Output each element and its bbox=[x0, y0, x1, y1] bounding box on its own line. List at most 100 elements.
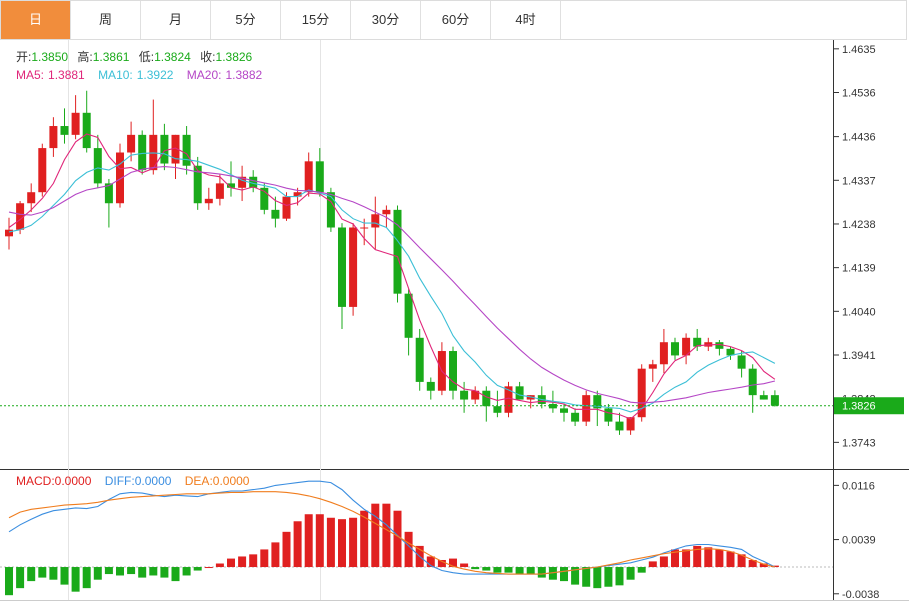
macd-bar bbox=[615, 567, 624, 586]
candle-body bbox=[626, 417, 635, 431]
candle-body bbox=[504, 386, 513, 413]
tab-day[interactable]: 日 bbox=[1, 1, 71, 39]
macd-bar bbox=[349, 517, 358, 568]
macd-bar bbox=[204, 567, 213, 569]
price-chart[interactable]: 1.4635 1.4536 1.4436 1.4337 1.4238 1.4139 1.40… bbox=[0, 40, 909, 601]
price-tick-label: 1.3743 bbox=[842, 437, 876, 449]
macd-bar bbox=[449, 558, 457, 568]
macd-bar bbox=[160, 567, 169, 578]
candle-body bbox=[759, 395, 768, 400]
diff-value: 0.0000 bbox=[135, 474, 172, 488]
candlestick-series bbox=[5, 90, 779, 435]
candle-body bbox=[659, 342, 668, 365]
candle-body bbox=[682, 337, 691, 356]
macd-bar bbox=[49, 567, 58, 580]
macd-bar bbox=[393, 510, 402, 568]
macd-bar bbox=[637, 567, 646, 573]
macd-bar bbox=[682, 549, 691, 568]
candle-body bbox=[227, 183, 235, 188]
ma10-line bbox=[8, 152, 776, 413]
macd-bar bbox=[71, 567, 80, 592]
candle-body bbox=[770, 395, 779, 406]
candle-body bbox=[138, 134, 147, 171]
candle-body bbox=[315, 161, 324, 193]
candle-body bbox=[282, 196, 291, 219]
candle-body bbox=[193, 165, 202, 204]
macd-bar bbox=[293, 521, 302, 568]
ma5-value: 1.3881 bbox=[48, 68, 85, 82]
tab-week[interactable]: 周 bbox=[71, 1, 141, 39]
macd-bar bbox=[82, 567, 91, 589]
tab-4hour[interactable]: 4时 bbox=[491, 1, 561, 39]
ma10-value: 1.3922 bbox=[137, 68, 174, 82]
candle-body bbox=[349, 227, 358, 307]
macd-bar bbox=[304, 514, 313, 568]
candle-body bbox=[82, 112, 91, 149]
macd-bar bbox=[127, 567, 136, 575]
macd-bar bbox=[648, 561, 657, 568]
last-price-tag bbox=[834, 397, 904, 415]
macd-bar bbox=[338, 519, 346, 568]
candle-body bbox=[671, 342, 679, 356]
candle-body bbox=[49, 126, 58, 149]
tab-15min[interactable]: 15分 bbox=[281, 1, 351, 39]
macd-bar bbox=[604, 567, 613, 587]
candle-body bbox=[16, 203, 25, 230]
candle-body bbox=[449, 351, 457, 391]
candle-body bbox=[71, 112, 80, 135]
tab-30min[interactable]: 30分 bbox=[351, 1, 421, 39]
tab-month[interactable]: 月 bbox=[141, 1, 211, 39]
candle-body bbox=[171, 134, 180, 164]
high-label: 高: bbox=[77, 49, 92, 64]
candle-body bbox=[326, 192, 335, 228]
macd-bar bbox=[5, 567, 13, 596]
candle-body bbox=[382, 209, 391, 215]
candle-body bbox=[38, 148, 47, 193]
candle-body bbox=[360, 227, 369, 229]
macd-bar bbox=[149, 567, 158, 576]
candle-body bbox=[593, 395, 602, 409]
price-tick-label: 1.3941 bbox=[842, 350, 876, 362]
macd-bar bbox=[504, 567, 513, 573]
close-value: 1.3826 bbox=[216, 50, 253, 64]
macd-bar bbox=[16, 567, 25, 589]
candle-body bbox=[27, 192, 36, 204]
candle-body bbox=[737, 355, 746, 369]
tab-5min[interactable]: 5分 bbox=[211, 1, 281, 39]
macd-bar bbox=[460, 563, 469, 568]
macd-bar bbox=[693, 545, 702, 568]
close-label: 收: bbox=[200, 50, 215, 64]
macd-bar bbox=[548, 567, 557, 580]
tab-60min[interactable]: 60分 bbox=[421, 1, 491, 39]
ma10-label: MA10: bbox=[98, 68, 133, 82]
macd-bar bbox=[27, 567, 36, 582]
candle-body bbox=[5, 229, 13, 237]
macd-histogram bbox=[5, 503, 779, 596]
diff-label: DIFF: bbox=[105, 474, 135, 488]
candle-body bbox=[648, 364, 657, 369]
macd-tick-label: 0.0116 bbox=[842, 480, 875, 492]
macd-bar bbox=[104, 567, 113, 575]
macd-bar bbox=[659, 556, 668, 568]
macd-bar bbox=[726, 551, 735, 568]
candle-body bbox=[471, 390, 480, 400]
macd-bar bbox=[737, 554, 746, 568]
macd-bar bbox=[582, 567, 591, 587]
candle-body bbox=[482, 390, 491, 407]
candle-body bbox=[615, 421, 624, 431]
price-axis-ticks: 1.4635 1.4536 1.4436 1.4337 1.4238 1.4139 1.40… bbox=[834, 44, 876, 449]
macd-label: MACD: bbox=[16, 474, 55, 488]
low-value: 1.3824 bbox=[154, 50, 191, 64]
open-label: 开: bbox=[16, 50, 31, 64]
macd-readout: MACD:0.0000 DIFF:0.0000 DEA:0.0000 bbox=[16, 474, 250, 488]
macd-bar bbox=[315, 514, 324, 568]
candle-body bbox=[493, 406, 502, 413]
macd-bar bbox=[60, 567, 69, 585]
macd-bar bbox=[593, 567, 602, 589]
candle-body bbox=[371, 214, 380, 228]
macd-bar bbox=[360, 510, 369, 568]
macd-value: 0.0000 bbox=[55, 474, 92, 488]
candle-body bbox=[560, 408, 568, 413]
macd-bar bbox=[482, 567, 491, 571]
price-tick-label: 1.4436 bbox=[842, 132, 876, 144]
